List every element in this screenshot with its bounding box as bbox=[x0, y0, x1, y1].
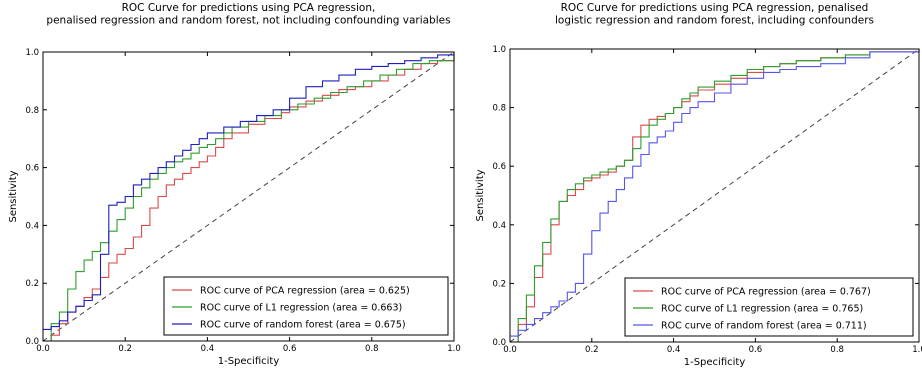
diagonal-reference-line bbox=[42, 51, 455, 342]
x-tick-label: 0.6 bbox=[749, 345, 763, 355]
x-tick-label: 0.8 bbox=[830, 345, 844, 355]
roc-series-line-2 bbox=[43, 52, 455, 342]
x-tick-label: 1.0 bbox=[912, 345, 922, 355]
legend-label-2: ROC curve of L1 regression (area = 0.663… bbox=[200, 303, 402, 314]
chart-title-line: ROC Curve for predictions using PCA regr… bbox=[122, 2, 376, 14]
y-tick-label: 0.8 bbox=[492, 104, 506, 114]
y-tick-label: 0.0 bbox=[25, 337, 39, 347]
roc-series-line-3 bbox=[43, 52, 455, 330]
x-tick-label: 0.4 bbox=[667, 345, 681, 355]
x-tick-label: 0.2 bbox=[585, 345, 599, 355]
roc-series-line-2 bbox=[510, 49, 920, 343]
x-tick-label: 0.8 bbox=[365, 344, 379, 354]
diagonal-reference-line bbox=[509, 48, 920, 343]
legend-label-3: ROC curve of random forest (area = 0.711… bbox=[661, 321, 867, 332]
legend-label-1: ROC curve of PCA regression (area = 0.76… bbox=[661, 287, 871, 298]
legend: ROC curve of PCA regression (area = 0.62… bbox=[163, 276, 449, 336]
y-tick-label: 0.0 bbox=[492, 338, 506, 348]
y-tick-label: 0.6 bbox=[25, 164, 39, 174]
x-tick-label: 0.2 bbox=[118, 344, 132, 354]
y-tick-label: 0.8 bbox=[25, 106, 39, 116]
x-tick-label: 1.0 bbox=[447, 344, 461, 354]
x-tick-label: 0.6 bbox=[283, 344, 297, 354]
chart-title-line: ROC Curve for predictions using PCA regr… bbox=[561, 2, 869, 14]
roc-series-line-1 bbox=[43, 52, 455, 342]
legend-box bbox=[624, 277, 914, 337]
legend-label-2: ROC curve of L1 regression (area = 0.765… bbox=[661, 304, 863, 315]
y-tick-label: 1.0 bbox=[492, 45, 506, 55]
y-axis-label: Sensitivity bbox=[8, 170, 19, 222]
legend-label-3: ROC curve of random forest (area = 0.675… bbox=[200, 320, 406, 331]
x-tick-label: 0.0 bbox=[36, 344, 50, 354]
x-tick-label: 0.4 bbox=[201, 344, 215, 354]
x-axis-label: 1-Specificity bbox=[218, 356, 280, 367]
y-tick-label: 0.4 bbox=[492, 221, 506, 231]
plot-frame bbox=[42, 51, 455, 342]
chart-title-line: penalised regression and random forest, … bbox=[46, 15, 450, 27]
y-tick-label: 0.2 bbox=[492, 279, 506, 289]
x-axis-label: 1-Specificity bbox=[684, 357, 746, 368]
y-tick-label: 1.0 bbox=[25, 48, 39, 58]
y-tick-label: 0.4 bbox=[25, 221, 39, 231]
plot-frame bbox=[509, 48, 920, 343]
legend-label-1: ROC curve of PCA regression (area = 0.62… bbox=[200, 286, 410, 297]
y-axis-label: Sensitivity bbox=[475, 169, 486, 221]
legend-box bbox=[163, 276, 449, 336]
chart-panel-1: ROC Curve for predictions using PCA regr… bbox=[8, 2, 461, 367]
chart-panel-2: ROC Curve for predictions using PCA regr… bbox=[475, 2, 922, 368]
x-tick-label: 0.0 bbox=[503, 345, 517, 355]
y-tick-label: 0.6 bbox=[492, 162, 506, 172]
chart-title-line: logistic regression and random forest, i… bbox=[555, 15, 874, 27]
roc-series-line-3 bbox=[510, 49, 920, 337]
y-tick-label: 0.2 bbox=[25, 279, 39, 289]
legend: ROC curve of PCA regression (area = 0.76… bbox=[624, 277, 914, 337]
